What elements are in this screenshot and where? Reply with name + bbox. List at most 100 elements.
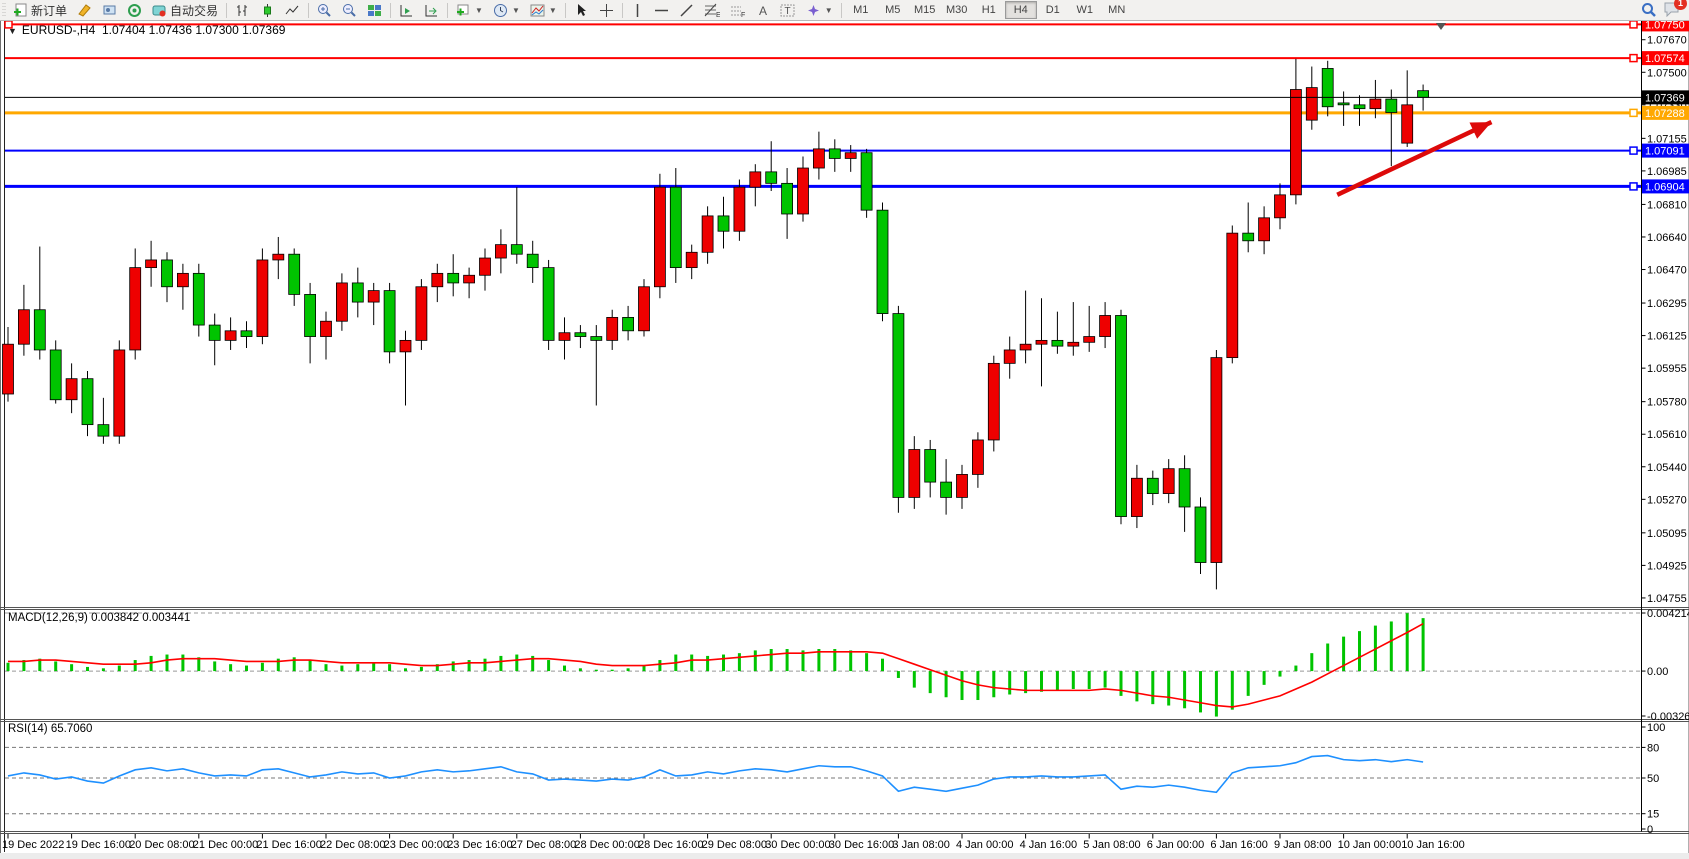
ohlc-values: 1.07404 1.07436 1.07300 1.07369 — [101, 23, 286, 37]
auto-trading-button[interactable]: 自动交易 — [147, 0, 223, 20]
timeframe-button-m30[interactable]: M30 — [946, 4, 968, 16]
price-badge — [1642, 105, 1689, 120]
text-tool-button[interactable]: A — [751, 0, 775, 20]
candle — [272, 253, 285, 261]
price-tick-label: 1.04755 — [1647, 593, 1687, 605]
bar-chart-type-button[interactable] — [230, 0, 255, 20]
candle — [876, 209, 889, 314]
vertical-line-tool-button[interactable] — [626, 0, 649, 20]
timeframe-button-m1[interactable]: M1 — [853, 4, 869, 16]
timeframe-button-h1[interactable]: H1 — [981, 4, 996, 16]
candle — [49, 349, 62, 401]
macd-bar — [1405, 613, 1409, 672]
line-chart-icon — [285, 5, 299, 14]
candle — [701, 215, 714, 253]
trendline-tool-button[interactable] — [674, 0, 699, 20]
line-marker[interactable] — [1629, 146, 1638, 155]
notifications-button[interactable]: 1 — [1663, 0, 1687, 20]
label-tool-button[interactable]: T — [775, 0, 801, 20]
price-tick-label: 1.07670 — [1647, 35, 1687, 47]
timeframe-button-d1[interactable]: D1 — [1045, 4, 1060, 16]
macd-bar — [865, 653, 869, 672]
trend-arrow-head[interactable] — [1469, 122, 1492, 139]
cursor-tool-button[interactable] — [569, 0, 594, 20]
price-tick-label: 1.04925 — [1647, 560, 1687, 572]
timeframe-button-h4[interactable]: H4 — [1004, 1, 1037, 19]
search-icon[interactable] — [1641, 2, 1657, 18]
candle — [320, 320, 332, 337]
macd-bar — [1119, 671, 1123, 696]
macd-bar — [1421, 618, 1425, 672]
candle — [1003, 349, 1016, 364]
new-chart-button[interactable]: ▼ — [451, 0, 488, 20]
fibonacci-tool-button[interactable]: E — [699, 0, 725, 20]
macd-bar — [1151, 671, 1155, 705]
line-marker[interactable] — [1629, 182, 1638, 191]
market-watch-button[interactable] — [97, 0, 122, 20]
macd-bar — [531, 655, 535, 672]
chart-shift-button[interactable] — [419, 0, 444, 20]
channel-tool-button[interactable]: F — [725, 0, 751, 20]
line-marker[interactable] — [1629, 20, 1638, 29]
macd-bar — [785, 649, 789, 672]
macd-main-value: 0.003842 — [91, 612, 140, 624]
macd-bar — [213, 661, 217, 672]
chart-wizard-button[interactable] — [72, 0, 97, 20]
candle — [1083, 336, 1096, 343]
indicators-button[interactable]: ▼ — [525, 0, 562, 20]
shapes-tool-button[interactable]: ▼ — [801, 0, 838, 20]
bar-chart-icon — [237, 4, 248, 16]
candle — [813, 148, 825, 169]
candle — [256, 259, 269, 337]
macd-bar — [578, 668, 582, 672]
cursor-icon — [577, 3, 586, 16]
candle — [1131, 477, 1143, 517]
timeframe-button-w1[interactable]: W1 — [1076, 4, 1093, 16]
candle — [781, 182, 793, 215]
time-axis-label: 6 Jan 00:00 — [1147, 839, 1205, 851]
crosshair-tool-button[interactable] — [594, 0, 619, 20]
zoom-out-button[interactable] — [337, 0, 362, 20]
chart-shift-marker-icon[interactable] — [1436, 23, 1446, 30]
timeframe-button-m15[interactable]: M15 — [914, 4, 936, 16]
macd-bar — [833, 649, 837, 672]
svg-text:T: T — [784, 6, 790, 17]
macd-bar — [197, 657, 201, 672]
timeframe-button-m5[interactable]: M5 — [885, 4, 901, 16]
navigator-button[interactable] — [122, 0, 147, 20]
candle — [1051, 339, 1064, 347]
time-axis-label: 30 Dec 00:00 — [765, 839, 830, 851]
candle — [669, 186, 682, 269]
candle — [81, 378, 94, 426]
new-order-label: 新订单 — [31, 3, 68, 18]
periods-button[interactable]: ▼ — [488, 0, 525, 20]
candle — [956, 474, 968, 498]
candle — [972, 439, 984, 475]
candle — [288, 253, 301, 295]
tile-windows-button[interactable] — [362, 0, 387, 20]
new-order-button[interactable]: 新订单 — [8, 0, 72, 20]
horizontal-line-tool-button[interactable] — [649, 0, 674, 20]
candle — [940, 481, 952, 498]
trend-arrow-line[interactable] — [1336, 120, 1493, 197]
line-marker[interactable] — [1629, 53, 1638, 63]
candlestick-type-button[interactable] — [255, 0, 280, 20]
auto-scroll-button[interactable] — [394, 0, 419, 20]
time-axis-label: 28 Dec 00:00 — [574, 839, 639, 851]
price-tick-label: 1.06810 — [1647, 199, 1687, 211]
macd-axis-label: 0.00 — [1647, 666, 1668, 678]
macd-bar — [451, 661, 455, 672]
macd-bar — [181, 654, 185, 672]
line-chart-type-button[interactable] — [280, 0, 305, 20]
trendline-icon — [680, 3, 693, 17]
candle — [33, 309, 46, 351]
toolbar-separator — [564, 2, 566, 18]
indicators-icon — [530, 4, 545, 16]
zoom-in-button[interactable] — [312, 0, 337, 20]
timeframe-button-mn[interactable]: MN — [1108, 4, 1126, 16]
price-tick-label: 1.05440 — [1647, 462, 1687, 474]
time-axis-label: 23 Dec 16:00 — [447, 839, 512, 851]
symbol-dropdown-icon[interactable]: ▼ — [8, 26, 17, 36]
line-marker[interactable] — [1629, 108, 1638, 118]
